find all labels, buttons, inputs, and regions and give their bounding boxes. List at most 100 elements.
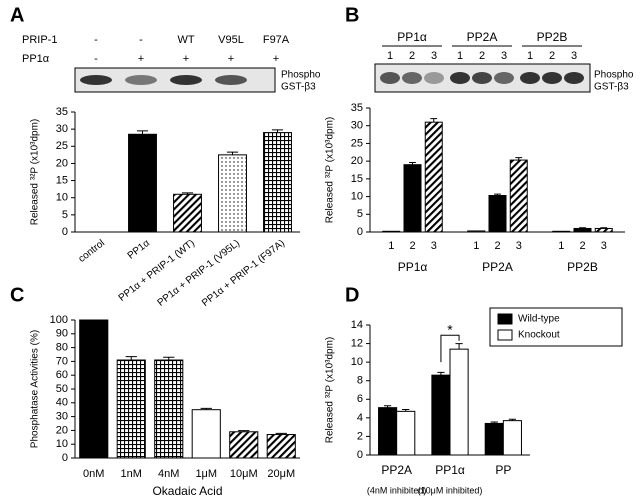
lane-label: 3 [431, 50, 437, 62]
x-sub-label: 2 [494, 240, 500, 252]
x-sub-label: 2 [409, 240, 415, 252]
error-bar [508, 418, 517, 421]
significance-mark: * [447, 321, 453, 337]
y-tick-label: 20 [56, 157, 68, 169]
lane-label: 3 [571, 50, 577, 62]
header-mark: + [138, 53, 144, 65]
bar [424, 121, 443, 233]
x-tick-label: PP1α [398, 260, 428, 274]
error-bar [437, 371, 445, 376]
panel-letter: C [10, 284, 24, 306]
y-tick-label: 30 [56, 411, 68, 423]
y-tick-label: 6 [357, 393, 363, 405]
bar [403, 164, 422, 233]
x-sub-label: 1 [388, 240, 394, 252]
blot-group-label: PP1α [397, 30, 427, 44]
blot-group-label: PP2A [467, 30, 498, 44]
bar [116, 359, 146, 459]
bar [128, 133, 157, 233]
y-tick-label: 20 [351, 155, 363, 167]
y-tick-label: 90 [56, 328, 68, 340]
bar [449, 348, 469, 456]
y-tick-label: 14 [351, 319, 363, 331]
error-bar [226, 151, 239, 155]
y-tick-label: 35 [56, 106, 68, 118]
bar [173, 193, 202, 233]
lane-label: 1 [457, 50, 463, 62]
y-tick-label: 35 [351, 102, 363, 114]
y-tick-label: 10 [351, 356, 363, 368]
lane-label: 1 [527, 50, 533, 62]
error-bar [136, 130, 149, 135]
blot-b [374, 63, 591, 93]
y-tick-label: 20 [56, 424, 68, 436]
x-tick-label: 20μM [267, 468, 295, 480]
x-tick-label: PP2A [482, 260, 513, 274]
x-tick-label: PP [495, 463, 511, 477]
y-tick-label: 70 [56, 355, 68, 367]
header-mark: - [94, 34, 98, 46]
x-tick-label: PP1α [435, 463, 465, 477]
error-bar [275, 432, 287, 435]
y-axis-label: Phosphatase Activities (%) [30, 330, 41, 448]
y-tick-label: 5 [62, 209, 68, 221]
y-tick-label: 5 [357, 208, 363, 220]
y-tick-label: 0 [62, 226, 68, 238]
y-tick-label: 4 [357, 412, 363, 424]
bar [79, 319, 109, 459]
significance-bracket [440, 334, 460, 363]
bar [552, 230, 571, 233]
bar [263, 132, 292, 233]
blot-a [74, 67, 276, 93]
error-bar [200, 407, 212, 410]
bar [154, 359, 184, 459]
x-sub-label: 3 [431, 240, 437, 252]
error-bar [455, 343, 463, 350]
y-tick-label: 100 [50, 314, 68, 326]
y-tick-label: 50 [56, 383, 68, 395]
y-tick-label: 25 [351, 137, 363, 149]
blot-group-label: PP2B [537, 30, 568, 44]
bar [382, 230, 401, 233]
blot-label: GST-β3 [281, 82, 316, 93]
bar [484, 422, 504, 456]
annotation: (4nM inhibited) [367, 485, 427, 495]
x-tick-label: PP1α [126, 238, 152, 262]
x-tick-label: 1nM [121, 468, 142, 480]
panel-letter: D [345, 284, 359, 306]
error-bar [163, 356, 175, 361]
legend-swatch [497, 313, 513, 325]
error-bar [125, 356, 137, 361]
blot-label: Phospho [594, 70, 634, 81]
y-tick-label: 0 [62, 452, 68, 464]
error-bar [383, 405, 392, 408]
y-tick-label: 30 [351, 120, 363, 132]
y-tick-label: 30 [56, 123, 68, 135]
x-tick-label: 0nM [83, 468, 104, 480]
x-sub-label: 1 [473, 240, 479, 252]
lane-label: 3 [501, 50, 507, 62]
header-mark: WT [177, 34, 194, 46]
error-bar [238, 430, 250, 432]
header-mark: - [94, 53, 98, 65]
legend-label: Wild-type [518, 314, 560, 325]
error-bar [430, 118, 438, 123]
error-bar [271, 129, 284, 133]
blot-label: Phospho [281, 70, 321, 81]
y-tick-label: 10 [351, 190, 363, 202]
y-axis-label: Released ³²P (x10³dpm) [325, 337, 336, 444]
bar [191, 409, 221, 459]
bar [502, 420, 522, 456]
bar [488, 195, 507, 233]
error-bar [579, 227, 586, 229]
bar [218, 154, 247, 233]
bar [467, 230, 486, 233]
lane-label: 2 [409, 50, 415, 62]
bar [378, 407, 398, 456]
x-tick-label: control [77, 238, 107, 265]
annotation: (10μM inhibited) [418, 485, 483, 495]
x-sub-label: 3 [516, 240, 522, 252]
x-sub-label: 2 [579, 240, 585, 252]
legend-label: Knockout [518, 330, 560, 341]
header-mark: + [273, 53, 279, 65]
